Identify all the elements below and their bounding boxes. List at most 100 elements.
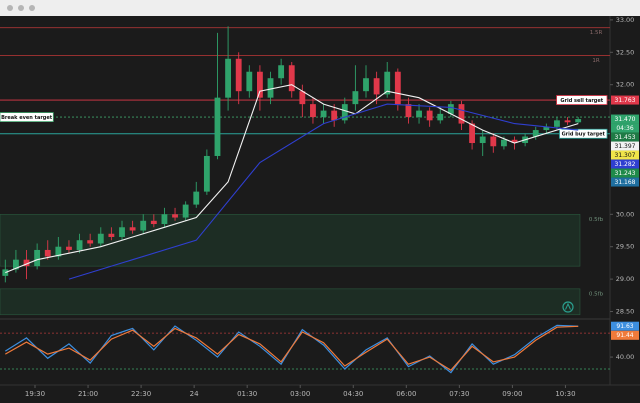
zone bbox=[0, 214, 581, 267]
x-tick-label: 06:00 bbox=[396, 390, 416, 398]
candle-body bbox=[2, 269, 9, 276]
candle-body bbox=[543, 126, 550, 131]
price-label-box bbox=[611, 150, 639, 160]
candle-body bbox=[161, 214, 168, 225]
candle-body bbox=[384, 71, 391, 95]
y-tick-label: 30.00 bbox=[616, 210, 635, 218]
x-tick-label: 01:30 bbox=[237, 390, 257, 398]
candle-body bbox=[320, 110, 327, 118]
price-label: 31.397 bbox=[615, 143, 636, 150]
y-tick-label: 33.00 bbox=[616, 16, 635, 24]
candle-body bbox=[341, 104, 348, 121]
candle-body bbox=[479, 136, 486, 144]
candle-body bbox=[66, 246, 72, 250]
level-box bbox=[559, 128, 608, 139]
candle-body bbox=[256, 71, 263, 98]
level-tag: 1R bbox=[592, 58, 599, 64]
candle-body bbox=[469, 123, 476, 144]
x-tick-label: 10:30 bbox=[555, 390, 575, 398]
alert-circle[interactable] bbox=[562, 301, 574, 313]
y-tick-label: 40.00 bbox=[616, 353, 635, 361]
level-box bbox=[0, 112, 54, 122]
x-tick-label: 03:00 bbox=[290, 390, 310, 398]
moving-average bbox=[5, 84, 579, 274]
candle-body bbox=[500, 139, 507, 147]
y-tick-label: 29.00 bbox=[616, 275, 635, 283]
price-label: 31.168 bbox=[615, 179, 636, 186]
candle-body bbox=[119, 227, 125, 237]
candle-body bbox=[97, 233, 104, 244]
price-label-box bbox=[611, 95, 639, 105]
candle-body bbox=[182, 204, 189, 218]
candle-body bbox=[511, 139, 518, 144]
x-tick-label: 04:30 bbox=[343, 390, 363, 398]
candle-body bbox=[150, 220, 157, 225]
zone-label: 0.5fb bbox=[589, 217, 604, 223]
window-dot[interactable] bbox=[18, 5, 24, 11]
candle-body bbox=[225, 58, 232, 98]
candle-body bbox=[55, 246, 62, 257]
candle-body bbox=[12, 259, 19, 270]
candle-body bbox=[267, 78, 274, 98]
candle-body bbox=[140, 220, 147, 231]
candle-body bbox=[405, 104, 412, 118]
osc-value-label: 91.63 bbox=[616, 323, 633, 330]
price-label-box bbox=[611, 141, 639, 151]
window-dot[interactable] bbox=[7, 5, 13, 11]
candle-body bbox=[363, 78, 369, 92]
candle-body bbox=[172, 214, 178, 218]
candle-body bbox=[554, 120, 560, 127]
candle-body bbox=[490, 136, 497, 147]
candle-body bbox=[203, 155, 210, 192]
window-dot[interactable] bbox=[29, 5, 35, 11]
price-label: 31.282 bbox=[615, 161, 636, 168]
countdown: 04:36 bbox=[616, 125, 633, 132]
price-label: 31.470 bbox=[615, 116, 636, 123]
zone-label: 0.5fb bbox=[589, 291, 604, 297]
candle-body bbox=[214, 97, 221, 156]
candle-body bbox=[278, 65, 285, 79]
x-tick-label: 07:30 bbox=[449, 390, 469, 398]
candle-body bbox=[23, 259, 30, 267]
price-label-box bbox=[611, 168, 639, 178]
x-tick-label: 24 bbox=[190, 390, 199, 398]
candle-body bbox=[44, 249, 51, 257]
candle-body bbox=[532, 130, 539, 137]
price-label-box bbox=[611, 132, 639, 142]
osc-value-label: 91.44 bbox=[616, 332, 633, 339]
candle-body bbox=[76, 240, 83, 250]
candle-body bbox=[352, 91, 359, 105]
title-bar bbox=[0, 0, 640, 16]
moving-average bbox=[68, 103, 579, 280]
candle-body bbox=[129, 227, 136, 231]
candle-body bbox=[447, 104, 454, 114]
zone bbox=[0, 288, 581, 316]
osc-value-box bbox=[611, 330, 639, 340]
y-tick-label: 29.50 bbox=[616, 243, 635, 251]
candle-body bbox=[299, 91, 306, 105]
candle-body bbox=[108, 233, 115, 237]
oscillator-line bbox=[5, 325, 579, 371]
candle-body bbox=[575, 119, 582, 123]
y-tick-label: 32.00 bbox=[616, 81, 635, 89]
level-label: Grid sell target bbox=[560, 98, 603, 104]
price-label: 31.243 bbox=[615, 170, 636, 177]
price-label-box bbox=[611, 177, 639, 187]
candle-body bbox=[34, 249, 41, 267]
price-label: 31.453 bbox=[615, 134, 636, 141]
countdown-box bbox=[611, 123, 639, 133]
osc-value-box bbox=[611, 321, 639, 331]
price-label-box bbox=[611, 114, 639, 124]
candle-body bbox=[87, 240, 94, 244]
alert-icon[interactable] bbox=[562, 301, 574, 313]
candle-body bbox=[458, 104, 465, 124]
candle-body bbox=[437, 113, 444, 121]
candle-body bbox=[310, 104, 316, 118]
candle-body bbox=[394, 71, 401, 105]
price-label: 31.307 bbox=[615, 152, 636, 159]
x-tick-label: 21:00 bbox=[78, 390, 98, 398]
candle-body bbox=[331, 110, 338, 121]
